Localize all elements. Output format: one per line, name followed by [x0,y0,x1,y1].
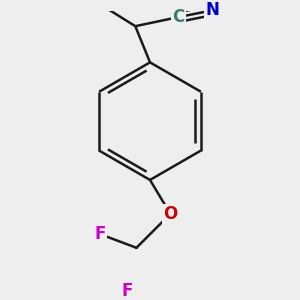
Text: F: F [94,225,106,243]
Text: O: O [163,205,178,223]
Text: N: N [205,2,219,20]
Text: F: F [122,282,133,300]
Text: C: C [172,8,184,26]
